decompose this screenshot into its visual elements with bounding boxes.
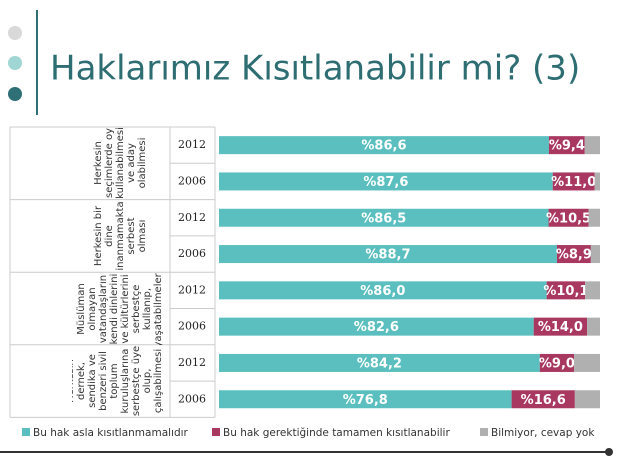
bar-segment <box>548 208 589 227</box>
data-label: %82,6 <box>354 320 399 335</box>
legend-swatch <box>212 428 220 436</box>
data-label: %76,8 <box>343 393 388 408</box>
data-label: %10,5 <box>546 211 591 226</box>
y-tick-label: 2012 <box>178 211 206 224</box>
bar-segment <box>590 245 600 264</box>
y-tick-label: 2006 <box>178 320 206 333</box>
group-label: Herkesin bir dine inanmamakta serbest ol… <box>92 201 148 271</box>
bar-segment <box>584 136 600 155</box>
bar-segment <box>219 353 540 372</box>
data-label: %11,0 <box>551 175 596 190</box>
data-label: %86,6 <box>361 139 406 154</box>
data-label: %86,0 <box>360 284 405 299</box>
deco-dot <box>8 26 22 40</box>
legend-label: Bu hak asla kısıtlanmamalıdır <box>33 427 189 439</box>
y-tick-label: 2012 <box>178 138 206 151</box>
bar-segment <box>556 245 591 264</box>
bar-segment <box>219 172 553 191</box>
legend-label: Bu hak gerektiğinde tamamen kısıtlanabil… <box>223 427 450 439</box>
legend-label: Bilmiyor, cevap yok <box>491 427 595 439</box>
bar-segment <box>511 390 575 409</box>
data-label: %14,0 <box>538 320 583 335</box>
data-label: %10,1 <box>543 284 588 299</box>
deco-dot <box>8 56 22 70</box>
group-label: Herkesin dernek, sendika ve benzeri sivi… <box>72 345 168 417</box>
bar-segment <box>588 208 600 227</box>
bar-segment <box>594 172 600 191</box>
deco-dot <box>8 87 22 101</box>
deco-dot <box>605 448 613 456</box>
bar-segment <box>219 317 534 336</box>
bar-segment <box>219 136 549 155</box>
data-label: %84,2 <box>357 356 402 371</box>
data-label: %86,5 <box>361 211 406 226</box>
group-label: Müslüman olmayan vatandaşların kendi din… <box>76 272 164 345</box>
bar-segment <box>548 136 585 155</box>
y-tick-label: 2006 <box>178 174 206 187</box>
data-label: %9,4 <box>549 139 585 154</box>
y-tick-label: 2012 <box>178 356 206 369</box>
bar-segment <box>219 208 549 227</box>
bar-segment <box>539 353 575 372</box>
chart-title: Haklarımız Kısıtlanabilir mi? (3) <box>50 49 580 89</box>
bar-segment <box>219 390 512 409</box>
bar-segment <box>574 390 600 409</box>
data-label: %9,0 <box>539 356 575 371</box>
bar-segment <box>546 281 586 300</box>
bar-segment <box>587 317 600 336</box>
data-label: %16,6 <box>521 393 566 408</box>
bar-segment <box>574 353 600 372</box>
data-label: %88,7 <box>365 248 410 263</box>
data-label: %8,9 <box>556 248 592 263</box>
bar-segment <box>219 281 547 300</box>
bar-segment <box>219 245 557 264</box>
legend-swatch <box>22 428 30 436</box>
bar-segment <box>585 281 600 300</box>
data-label: %87,6 <box>363 175 408 190</box>
y-tick-label: 2006 <box>178 247 206 260</box>
y-tick-label: 2006 <box>178 392 206 405</box>
bar-segment <box>552 172 595 191</box>
legend-swatch <box>480 428 488 436</box>
y-tick-label: 2012 <box>178 283 206 296</box>
bar-segment <box>533 317 588 336</box>
group-label: Herkesin seçimlerde oy kullanabilmesi ve… <box>92 127 148 200</box>
